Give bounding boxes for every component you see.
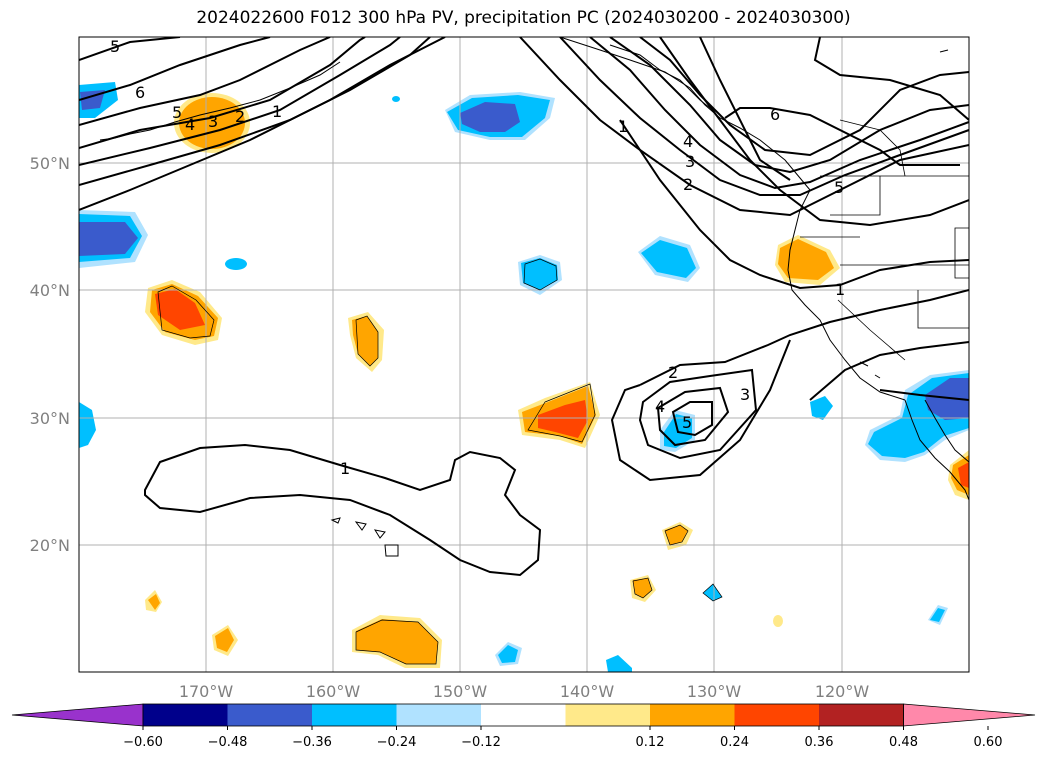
colorbar-cell — [734, 704, 820, 726]
precip-shading — [79, 82, 969, 672]
colorbar-tick-label: 0.60 — [974, 735, 1003, 750]
colorbar-cell — [565, 704, 651, 726]
lon-label: 170°W — [179, 682, 234, 701]
pv-label: 1 — [835, 280, 845, 299]
pv-label: 3 — [208, 112, 218, 131]
lon-label: 150°W — [433, 682, 488, 701]
pv-label: 3 — [740, 385, 750, 404]
lat-label: 40°N — [30, 281, 70, 300]
colorbar-frame — [142, 703, 904, 727]
pv-contour-labels: 5 6 5 4 3 2 1 1 4 3 2 6 5 1 2 4 5 3 1 — [110, 37, 845, 478]
colorbar-cell — [481, 704, 566, 726]
pv-label: 5 — [834, 178, 844, 197]
lat-label: 50°N — [30, 154, 70, 173]
colorbar-tick-label: 0.48 — [889, 735, 918, 750]
pv-label: 2 — [683, 175, 693, 194]
lon-labels: 170°W 160°W 150°W 140°W 130°W 120°W — [179, 682, 870, 701]
colorbar-cell — [650, 704, 735, 726]
colorbar: −0.60 −0.48 −0.36 −0.24 −0.12 0.12 0.24 0.36 0.4… — [11, 703, 1036, 750]
pv-label: 2 — [668, 363, 678, 382]
colorbar-tick-label: −0.60 — [123, 735, 163, 750]
pv-label: 6 — [770, 105, 780, 124]
pv-contours — [79, 37, 969, 577]
pv-label: 4 — [683, 132, 693, 151]
pv-label: 5 — [682, 413, 692, 432]
colorbar-tick-label: 0.12 — [636, 735, 665, 750]
colorbar-cell — [396, 704, 482, 726]
map-frame — [78, 36, 970, 673]
colorbar-cell — [312, 704, 397, 726]
colorbar-tick-label: −0.12 — [461, 735, 501, 750]
pv-label: 2 — [235, 107, 245, 126]
pv-label: 5 — [110, 37, 120, 56]
pv-label: 4 — [655, 397, 665, 416]
lat-labels: 50°N 40°N 30°N 20°N — [30, 154, 70, 555]
pv-label: 4 — [185, 115, 195, 134]
colorbar-tick-label: −0.24 — [377, 735, 417, 750]
colorbar-tick-label: −0.36 — [292, 735, 332, 750]
colorbar-tick-label: 0.36 — [805, 735, 834, 750]
pv-label: 3 — [685, 152, 695, 171]
colorbar-extend-min — [11, 703, 144, 727]
precip-outlines — [157, 258, 723, 665]
pv-label: 5 — [172, 103, 182, 122]
colorbar-cell — [143, 704, 228, 726]
lon-label: 140°W — [560, 682, 615, 701]
lat-label: 30°N — [30, 409, 70, 428]
pv-label: 6 — [135, 83, 145, 102]
pv-label: 1 — [340, 459, 350, 478]
gridlines — [79, 37, 969, 672]
colorbar-tick-label: 0.24 — [720, 735, 749, 750]
colorbar-cell — [227, 704, 313, 726]
colorbar-extend-max — [903, 703, 1036, 727]
lon-label: 120°W — [815, 682, 870, 701]
colorbar-cell — [819, 704, 904, 726]
lon-label: 130°W — [687, 682, 742, 701]
plot-title: 2024022600 F012 300 hPa PV, precipitatio… — [196, 8, 851, 28]
lat-label: 20°N — [30, 536, 70, 555]
pv-label: 1 — [272, 102, 282, 121]
colorbar-tick-label: −0.48 — [208, 735, 248, 750]
pv-label: 1 — [618, 117, 628, 136]
lon-label: 160°W — [306, 682, 361, 701]
